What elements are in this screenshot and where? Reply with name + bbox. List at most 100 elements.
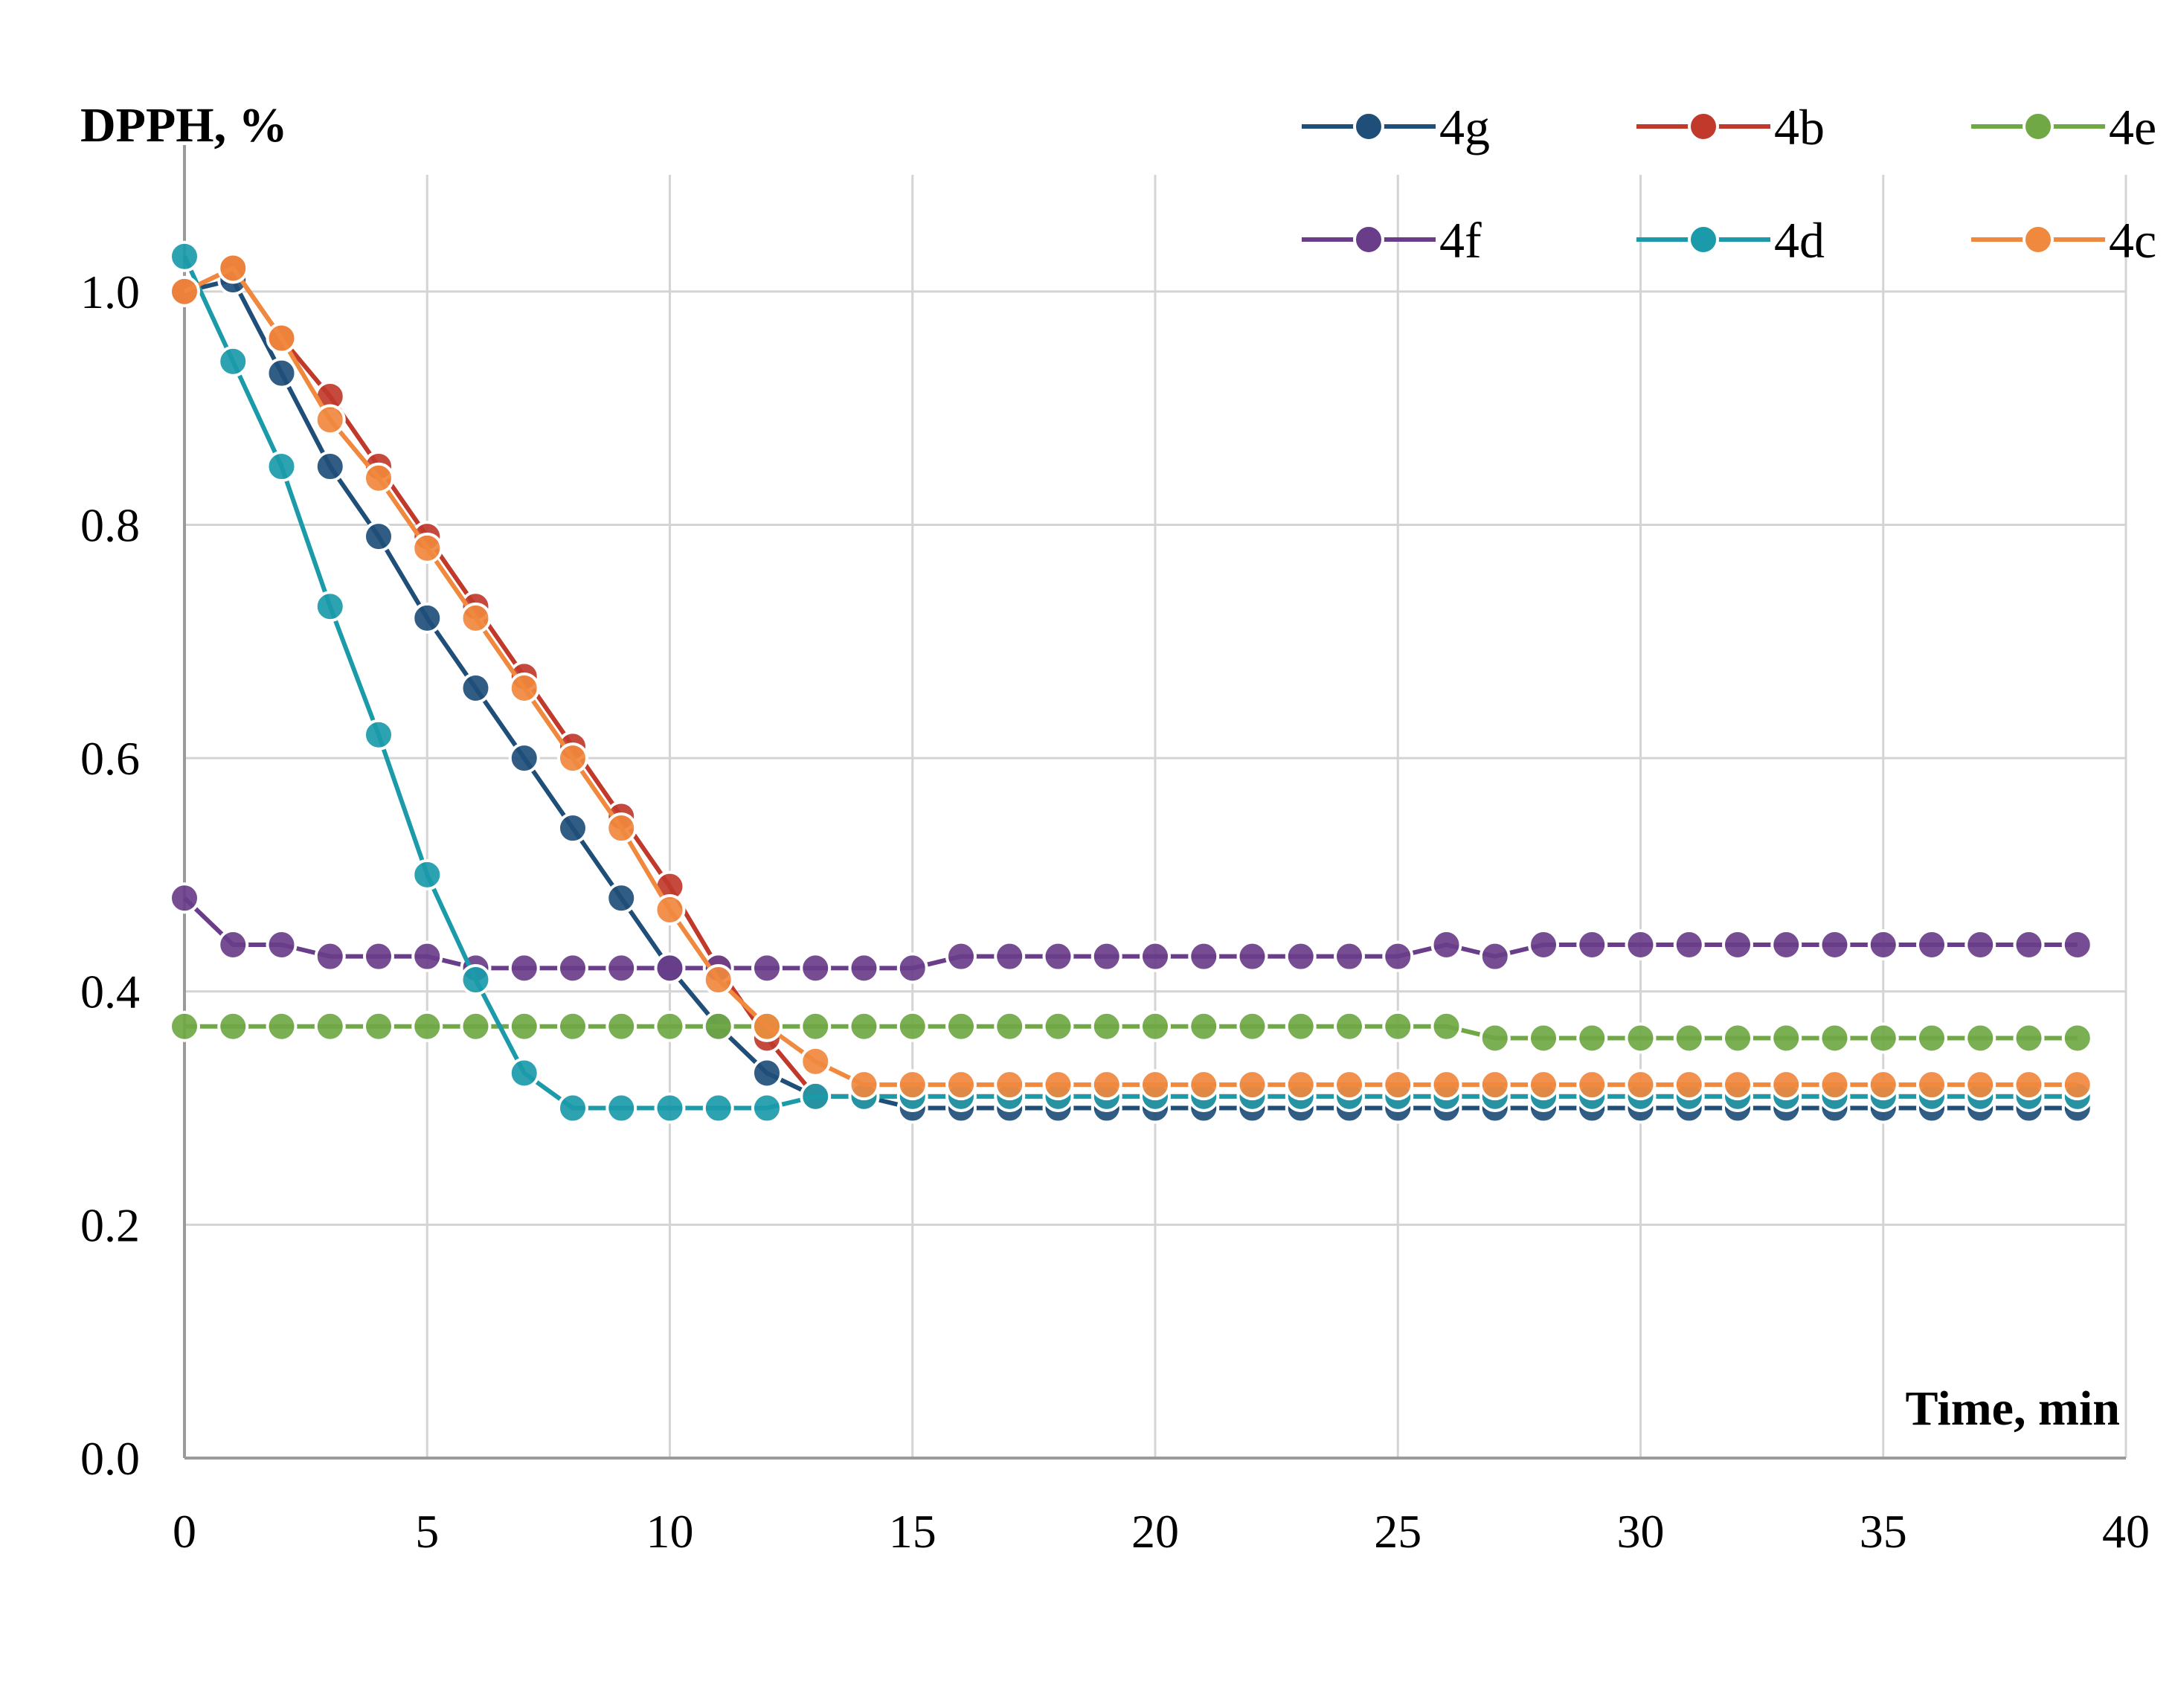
data-point-4d — [702, 1092, 734, 1124]
data-point-4e — [411, 1010, 443, 1042]
legend-marker — [1353, 224, 1384, 255]
data-point-4e — [1479, 1022, 1511, 1054]
data-point-4c — [702, 964, 734, 996]
data-point-4c — [605, 812, 637, 844]
data-point-4e — [848, 1010, 880, 1042]
data-point-4f — [1528, 929, 1559, 960]
data-point-4g — [751, 1057, 783, 1089]
data-point-4f — [557, 952, 588, 984]
data-point-4f — [1430, 929, 1462, 960]
data-point-4e — [605, 1010, 637, 1042]
data-point-4c — [896, 1069, 928, 1101]
data-point-4g — [363, 521, 394, 553]
data-point-4f — [363, 940, 394, 972]
data-point-4f — [848, 952, 880, 984]
data-point-4f — [1140, 940, 1171, 972]
data-point-4c — [1140, 1069, 1171, 1101]
data-point-4c — [848, 1069, 880, 1101]
legend: 4g 4b 4e 4f 4d 4c — [1302, 99, 2156, 269]
legend-marker — [1688, 111, 1719, 142]
data-point-4e — [2061, 1022, 2093, 1054]
data-point-4e — [1042, 1010, 1074, 1042]
data-point-4f — [1867, 929, 1899, 960]
data-point-4c — [508, 672, 540, 704]
data-point-4c — [1819, 1069, 1851, 1101]
data-point-4e — [1285, 1010, 1317, 1042]
legend-item-4c: 4c — [1971, 212, 2156, 269]
data-point-4e — [217, 1010, 249, 1042]
x-tick-label: 40 — [2102, 1505, 2150, 1558]
x-tick-label: 5 — [415, 1505, 439, 1558]
data-point-4f — [1916, 929, 1947, 960]
series-4d — [169, 240, 2093, 1124]
data-point-4c — [363, 462, 394, 494]
data-point-4f — [1236, 940, 1268, 972]
legend-label: 4c — [2109, 212, 2156, 269]
legend-item-4g: 4g — [1302, 99, 1490, 155]
series-4c — [169, 252, 2093, 1101]
data-point-4f — [314, 940, 346, 972]
legend-item-4d: 4d — [1636, 212, 1825, 269]
data-point-4d — [411, 858, 443, 890]
data-point-4e — [1576, 1022, 1608, 1054]
data-point-4d — [751, 1092, 783, 1124]
legend-item-4f: 4f — [1302, 212, 1482, 269]
data-point-4e — [363, 1010, 394, 1042]
data-point-4e — [654, 1010, 686, 1042]
y-tick-label: 0.8 — [80, 498, 140, 551]
data-point-4e — [1090, 1010, 1122, 1042]
data-point-4c — [1236, 1069, 1268, 1101]
data-point-4e — [1334, 1010, 1365, 1042]
data-point-4e — [994, 1010, 1026, 1042]
y-tick-label: 0.4 — [80, 966, 140, 1018]
data-point-4f — [1576, 929, 1608, 960]
data-point-4c — [1916, 1069, 1947, 1101]
data-point-4f — [751, 952, 783, 984]
data-point-4d — [508, 1057, 540, 1089]
data-point-4c — [1285, 1069, 1317, 1101]
data-point-4e — [266, 1010, 298, 1042]
x-tick-label: 15 — [889, 1505, 936, 1558]
data-point-4c — [460, 602, 492, 634]
data-point-4e — [702, 1010, 734, 1042]
data-point-4f — [1285, 940, 1317, 972]
data-point-4e — [2013, 1022, 2045, 1054]
data-point-4c — [266, 322, 298, 354]
series-line-4g — [184, 277, 2078, 1111]
data-point-4f — [1382, 940, 1414, 972]
data-point-4e — [1188, 1010, 1220, 1042]
y-tick-label: 1.0 — [80, 266, 140, 318]
data-point-4e — [1819, 1022, 1851, 1054]
data-point-4e — [508, 1010, 540, 1042]
data-point-4c — [1479, 1069, 1511, 1101]
data-point-4f — [1042, 940, 1074, 972]
series-lines — [169, 240, 2093, 1124]
legend-label: 4b — [1774, 99, 1825, 155]
y-tick-label: 0.0 — [80, 1432, 140, 1485]
data-point-4g — [411, 602, 443, 634]
data-point-4c — [800, 1045, 832, 1077]
data-point-4d — [266, 451, 298, 483]
data-point-4d — [169, 240, 200, 272]
data-point-4d — [557, 1092, 588, 1124]
data-point-4d — [800, 1080, 832, 1112]
data-point-4c — [1964, 1069, 1996, 1101]
data-point-4e — [1722, 1022, 1753, 1054]
data-point-4c — [2013, 1069, 2045, 1101]
data-point-4f — [1673, 929, 1705, 960]
series-4b — [169, 252, 2093, 1112]
data-point-4c — [169, 275, 200, 307]
data-point-4c — [1090, 1069, 1122, 1101]
data-point-4c — [654, 893, 686, 925]
data-point-4e — [1528, 1022, 1559, 1054]
axes — [183, 145, 2126, 1460]
data-point-4c — [751, 1010, 783, 1042]
data-point-4e — [1382, 1010, 1414, 1042]
data-point-4f — [945, 940, 977, 972]
series-4e — [169, 1010, 2093, 1054]
y-axis-title: DPPH, % — [80, 98, 288, 152]
data-point-4c — [1867, 1069, 1899, 1101]
data-point-4e — [1770, 1022, 1802, 1054]
data-point-4e — [460, 1010, 492, 1042]
